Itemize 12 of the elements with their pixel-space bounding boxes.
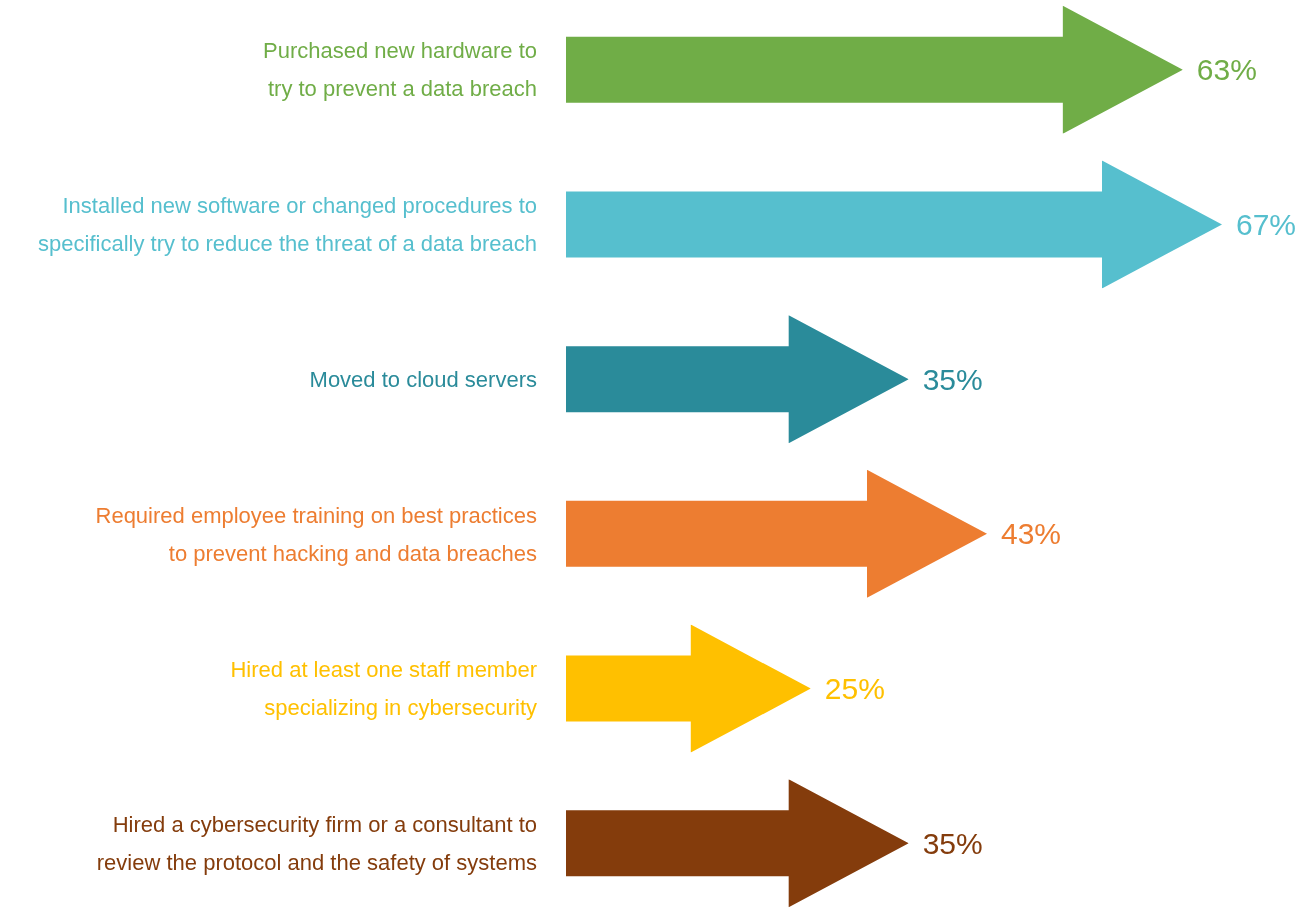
y-tick-label: Hired at least one staff member specializing in cybersecurity bbox=[230, 657, 537, 721]
y-tick-label: Purchased new hardware to try to prevent a data breach bbox=[263, 38, 537, 102]
data-label: 43% bbox=[1001, 517, 1062, 551]
y-tick-label: Moved to cloud servers bbox=[309, 366, 537, 392]
data-label: 25% bbox=[824, 672, 885, 706]
data-label: 35% bbox=[922, 826, 983, 860]
y-tick-label: Hired a cybersecurity firm or a consultant to review the protocol and the safety of systems bbox=[96, 812, 537, 876]
data-label: 63% bbox=[1196, 53, 1257, 87]
data-label: 35% bbox=[922, 362, 983, 396]
y-tick-label: Installed new software or changed procedures to specifically try to reduce the threat of a data breach bbox=[38, 193, 537, 257]
y-tick-label: Required employee training on best practices to prevent hacking and data breaches bbox=[95, 502, 537, 566]
data-label: 67% bbox=[1236, 207, 1297, 241]
